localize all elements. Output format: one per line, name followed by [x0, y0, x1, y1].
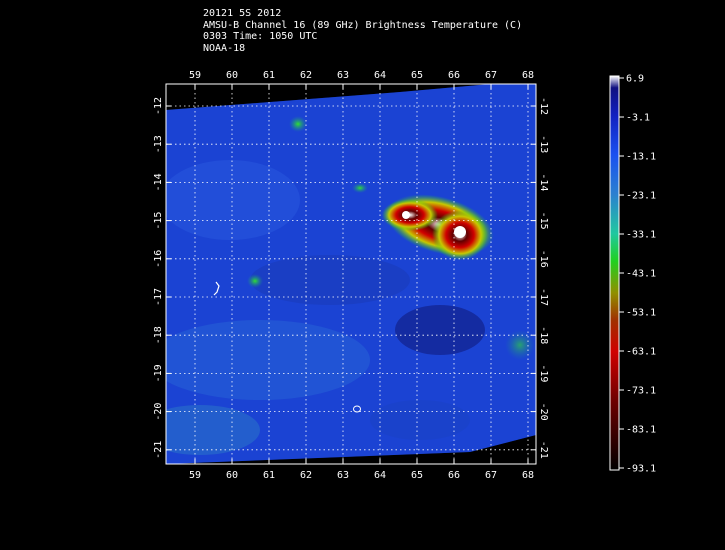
lat-tick-left: -15 [153, 212, 164, 230]
title-line-2: AMSU-B Channel 16 (89 GHz) Brightness Te… [203, 19, 523, 31]
lon-tick-top: 62 [300, 70, 312, 81]
lon-tick-bottom: 60 [226, 470, 238, 481]
lon-tick-bottom: 65 [411, 470, 423, 481]
lon-tick-bottom: 66 [448, 470, 460, 481]
lat-tick-right: -21 [538, 441, 549, 459]
colorbar-label: -3.1 [626, 113, 650, 124]
colorbar-label: -43.1 [626, 269, 656, 280]
lat-tick-right: -19 [538, 364, 549, 382]
lon-tick-top: 59 [189, 70, 201, 81]
lat-tick-left: -13 [153, 135, 164, 153]
lon-tick-top: 67 [485, 70, 497, 81]
lon-tick-top: 61 [263, 70, 275, 81]
lat-tick-right: -15 [538, 212, 549, 230]
colorbar-label: -63.1 [626, 347, 656, 358]
lon-tick-bottom: 64 [374, 470, 386, 481]
lon-tick-bottom: 63 [337, 470, 349, 481]
lon-tick-bottom: 68 [522, 470, 534, 481]
lon-tick-top: 65 [411, 70, 423, 81]
lat-tick-right: -17 [538, 288, 549, 306]
colorbar-label: -73.1 [626, 386, 656, 397]
lat-tick-left: -16 [153, 250, 164, 268]
satellite-swath [166, 84, 536, 464]
lon-tick-bottom: 67 [485, 470, 497, 481]
lat-tick-right: -18 [538, 326, 549, 344]
lat-tick-left: -18 [153, 326, 164, 344]
lon-tick-top: 68 [522, 70, 534, 81]
lat-tick-left: -14 [153, 173, 164, 191]
map-frame [165, 83, 537, 465]
lon-tick-top: 64 [374, 70, 386, 81]
lat-lon-grid [166, 84, 536, 464]
lon-tick-top: 66 [448, 70, 460, 81]
colorbar-label: -83.1 [626, 425, 656, 436]
lat-tick-left: -19 [153, 364, 164, 382]
lon-tick-bottom: 61 [263, 470, 275, 481]
lat-tick-left: -17 [153, 288, 164, 306]
lat-tick-left: -20 [153, 403, 164, 421]
lon-tick-top: 60 [226, 70, 238, 81]
colorbar-label: 6.9 [626, 74, 644, 85]
colorbar-ticks: 6.9 -3.1 -13.1 -23.1 -33.1 -43.1 -53.1 -63.1 -73… [619, 74, 656, 475]
title-line-4: NOAA-18 [203, 42, 246, 54]
lat-tick-right: -12 [538, 97, 549, 115]
lat-tick-right: -14 [538, 173, 549, 191]
colorbar-label: -93.1 [626, 464, 656, 475]
axis-ticks: 59 59 60 60 61 61 62 62 63 63 64 64 65 65 66 66 67 67 68 68… [153, 70, 549, 481]
lon-tick-bottom: 59 [189, 470, 201, 481]
colorbar-label: -13.1 [626, 152, 656, 163]
colorbar [609, 75, 620, 471]
lat-tick-right: -16 [538, 250, 549, 268]
lon-tick-top: 63 [337, 70, 349, 81]
title-line-1: 20121 5S 2012 [203, 8, 282, 19]
lat-tick-left: -21 [153, 441, 164, 459]
colorbar-label: -33.1 [626, 230, 656, 241]
lon-tick-bottom: 62 [300, 470, 312, 481]
map-title: 20121 5S 2012 AMSU-B Channel 16 (89 GHz)… [203, 8, 522, 54]
title-line-3: 0303 Time: 1050 UTC [203, 31, 318, 42]
lat-tick-left: -12 [153, 97, 164, 115]
lat-tick-right: -13 [538, 135, 549, 153]
colorbar-label: -53.1 [626, 308, 656, 319]
lat-tick-right: -20 [538, 403, 549, 421]
colorbar-label: -23.1 [626, 191, 656, 202]
